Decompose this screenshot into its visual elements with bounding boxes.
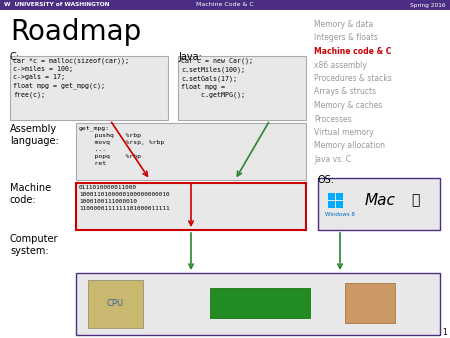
Text: Java:: Java: (178, 52, 202, 62)
Text: Mac: Mac (364, 193, 396, 208)
FancyBboxPatch shape (0, 0, 450, 10)
Text: W  UNIVERSITY of WASHINGTON: W UNIVERSITY of WASHINGTON (4, 2, 109, 7)
Text: Procedures & stacks: Procedures & stacks (314, 74, 392, 83)
Text: Computer
system:: Computer system: (10, 234, 59, 256)
Text: Machine Code & C: Machine Code & C (196, 2, 254, 7)
Text: Car c = new Car();
c.setMiles(100);
c.setGals(17);
float mpg =
     c.getMPG();: Car c = new Car(); c.setMiles(100); c.se… (181, 58, 253, 98)
FancyBboxPatch shape (328, 201, 335, 208)
Text: Arrays & structs: Arrays & structs (314, 88, 376, 97)
Text: OS:: OS: (318, 175, 335, 185)
Text: Roadmap: Roadmap (10, 18, 141, 46)
FancyBboxPatch shape (336, 201, 343, 208)
Text: get_mpg:
    pushq   %rbp
    movq    %rsp, %rbp
    ...
    popq    %rbp
    re: get_mpg: pushq %rbp movq %rsp, %rbp ... … (79, 125, 164, 166)
Text: Integers & floats: Integers & floats (314, 33, 378, 43)
Text: C:: C: (10, 52, 20, 62)
Text: Processes: Processes (314, 115, 351, 123)
Text: x86 assembly: x86 assembly (314, 61, 367, 70)
Text: 1: 1 (442, 328, 447, 337)
FancyBboxPatch shape (76, 273, 440, 335)
FancyBboxPatch shape (328, 193, 335, 200)
Text: 0111010000011000
1000110100000100000000010
1000100111000010
11000001111111010000: 0111010000011000 10001101000001000000000… (79, 185, 170, 211)
Text: Virtual memory: Virtual memory (314, 128, 374, 137)
Text: 🐧: 🐧 (411, 193, 419, 207)
Text: Memory & data: Memory & data (314, 20, 373, 29)
FancyBboxPatch shape (178, 56, 306, 120)
Text: Memory & caches: Memory & caches (314, 101, 382, 110)
Text: Assembly
language:: Assembly language: (10, 124, 59, 146)
FancyBboxPatch shape (318, 178, 440, 230)
Text: Memory allocation: Memory allocation (314, 142, 385, 150)
FancyBboxPatch shape (76, 123, 306, 180)
FancyBboxPatch shape (336, 193, 343, 200)
FancyBboxPatch shape (76, 183, 306, 230)
FancyBboxPatch shape (210, 288, 310, 318)
FancyBboxPatch shape (345, 283, 395, 323)
Text: Windows 8: Windows 8 (325, 212, 355, 217)
Text: Machine code & C: Machine code & C (314, 47, 392, 56)
FancyBboxPatch shape (88, 280, 143, 328)
Text: Machine
code:: Machine code: (10, 183, 51, 204)
Text: Spring 2016: Spring 2016 (410, 2, 446, 7)
Text: car *c = malloc(sizeof(car));
c->miles = 100;
c->gals = 17;
float mpg = get_mpg(: car *c = malloc(sizeof(car)); c->miles =… (13, 58, 129, 98)
Text: Java vs. C: Java vs. C (314, 155, 351, 164)
Text: CPU: CPU (107, 298, 124, 308)
FancyBboxPatch shape (10, 56, 168, 120)
